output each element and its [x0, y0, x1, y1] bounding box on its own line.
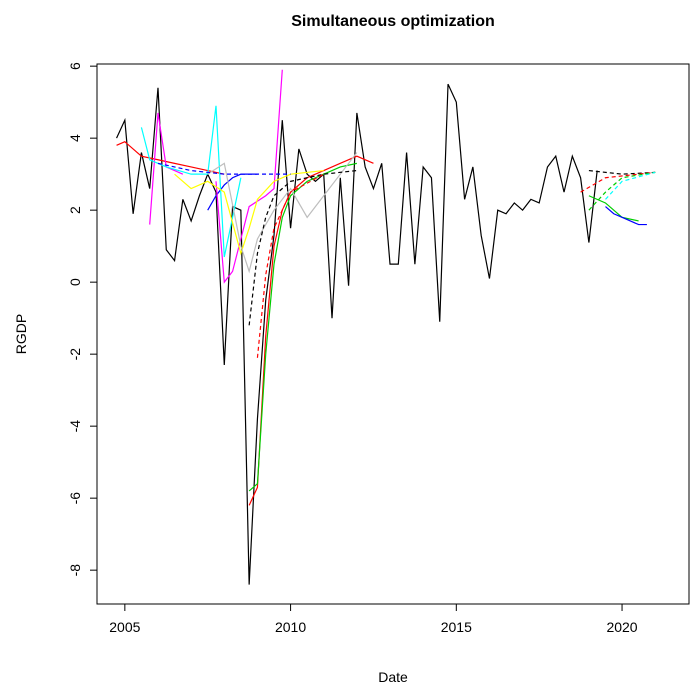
y-tick-label: 0 [67, 278, 83, 286]
series-line [215, 69, 283, 284]
x-tick-label: 2010 [275, 619, 306, 635]
series-line [207, 152, 358, 274]
series-line [116, 141, 225, 175]
y-tick-label: -4 [67, 420, 83, 433]
series-line [248, 162, 357, 492]
x-tick-label: 2020 [606, 619, 637, 635]
series-line [174, 169, 324, 256]
x-axis-label: Date [378, 669, 408, 685]
series-line [605, 171, 656, 200]
series-line [116, 83, 598, 585]
series-line [157, 162, 291, 175]
y-tick-label: -2 [67, 348, 83, 361]
series-line [588, 171, 656, 211]
y-tick-label: -6 [67, 492, 83, 505]
x-tick-label: 2005 [109, 619, 140, 635]
series-line [605, 206, 647, 226]
y-tick-label: 6 [67, 62, 83, 70]
series-line [140, 105, 242, 258]
series-line [588, 195, 639, 222]
x-tick-label: 2015 [441, 619, 472, 635]
y-axis-label: RGDP [13, 314, 29, 354]
series-line [256, 173, 325, 358]
y-tick-label: -8 [67, 564, 83, 577]
series-line [149, 112, 184, 225]
y-tick-label: 4 [67, 134, 83, 142]
y-tick-label: 2 [67, 206, 83, 214]
chart-title: Simultaneous optimization [291, 13, 495, 30]
series-line [248, 169, 357, 326]
